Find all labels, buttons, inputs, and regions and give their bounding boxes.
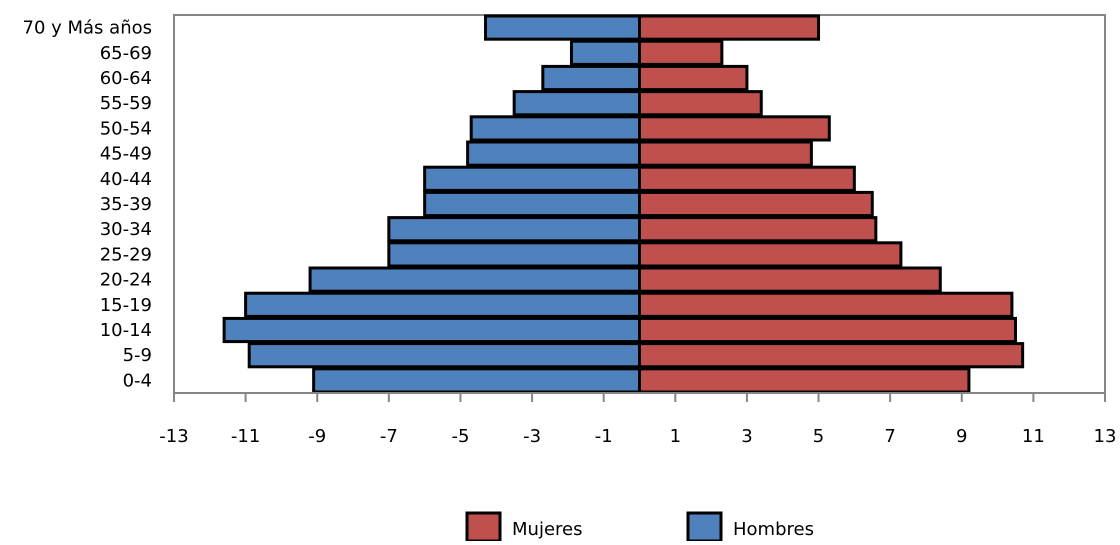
x-tick-label: 9	[956, 426, 967, 447]
bar-mujeres-5	[638, 241, 903, 268]
category-label: 10-14	[100, 320, 152, 341]
x-tick-label: 11	[1022, 426, 1045, 447]
category-label: 65-69	[100, 43, 152, 64]
bar-mujeres-3	[638, 291, 1014, 318]
category-label: 60-64	[100, 68, 152, 89]
x-tick-label: -5	[451, 426, 469, 447]
legend-swatch-mujeres	[465, 511, 502, 543]
category-label: 45-49	[100, 144, 152, 165]
x-tick-label: -9	[308, 426, 326, 447]
legend-label-hombres: Hombres	[733, 519, 814, 540]
bar-mujeres-14	[638, 14, 821, 41]
bar-hombres-3	[244, 291, 641, 318]
category-label: 5-9	[123, 345, 152, 366]
bar-hombres-8	[423, 165, 641, 192]
category-label: 30-34	[100, 219, 152, 240]
bar-mujeres-0	[638, 367, 971, 394]
bar-hombres-12	[541, 64, 641, 92]
bar-mujeres-12	[638, 64, 749, 92]
bar-mujeres-4	[638, 266, 942, 293]
category-label: 25-29	[100, 244, 152, 265]
category-label: 50-54	[100, 118, 152, 139]
bar-hombres-13	[569, 39, 642, 66]
bar-hombres-9	[466, 140, 641, 167]
x-tick-label: 13	[1094, 426, 1117, 447]
bar-hombres-2	[222, 316, 641, 344]
bar-hombres-5	[387, 241, 641, 268]
bar-hombres-10	[469, 115, 642, 142]
bar-mujeres-10	[638, 115, 831, 142]
category-label: 35-39	[100, 194, 152, 215]
category-label: 15-19	[100, 295, 152, 316]
x-tick-label: -13	[159, 426, 188, 447]
bar-mujeres-6	[638, 216, 878, 243]
bar-mujeres-7	[638, 190, 874, 218]
bar-mujeres-11	[638, 90, 763, 117]
legend-label-mujeres: Mujeres	[512, 519, 582, 540]
bar-mujeres-9	[638, 140, 813, 167]
bar-mujeres-1	[638, 342, 1025, 369]
category-label: 40-44	[100, 169, 152, 190]
x-tick-label: 5	[813, 426, 824, 447]
bar-hombres-7	[423, 190, 641, 218]
category-label: 55-59	[100, 93, 152, 114]
x-tick-label: 1	[670, 426, 681, 447]
bar-hombres-6	[387, 216, 641, 243]
bar-hombres-0	[312, 367, 641, 394]
x-tick-label: -1	[595, 426, 613, 447]
category-labels: 0-4 5-9 10-14 15-19 20-24 25-29 30-34 35-39 40-4…	[23, 18, 153, 392]
bar-hombres-4	[308, 266, 641, 293]
bars-group	[222, 14, 1025, 394]
bar-hombres-14	[484, 14, 641, 41]
category-label: 0-4	[123, 370, 152, 391]
bar-mujeres-13	[638, 39, 724, 66]
category-label: 20-24	[100, 270, 152, 291]
category-label: 70 y Más años	[23, 18, 153, 39]
bar-mujeres-8	[638, 165, 856, 192]
x-axis-ticks: -13 -11 -9 -7 -5 -3 -1 1 3 5 7 9 11 13	[159, 393, 1116, 447]
bar-hombres-1	[247, 342, 641, 369]
x-tick-label: 7	[884, 426, 895, 447]
bar-mujeres-2	[638, 316, 1017, 344]
legend: Mujeres Hombres	[465, 511, 814, 543]
x-tick-label: 3	[741, 426, 752, 447]
x-tick-label: -7	[380, 426, 398, 447]
legend-swatch-hombres	[686, 511, 723, 543]
x-tick-label: -11	[231, 426, 260, 447]
x-tick-label: -3	[523, 426, 541, 447]
bar-hombres-11	[512, 90, 642, 117]
